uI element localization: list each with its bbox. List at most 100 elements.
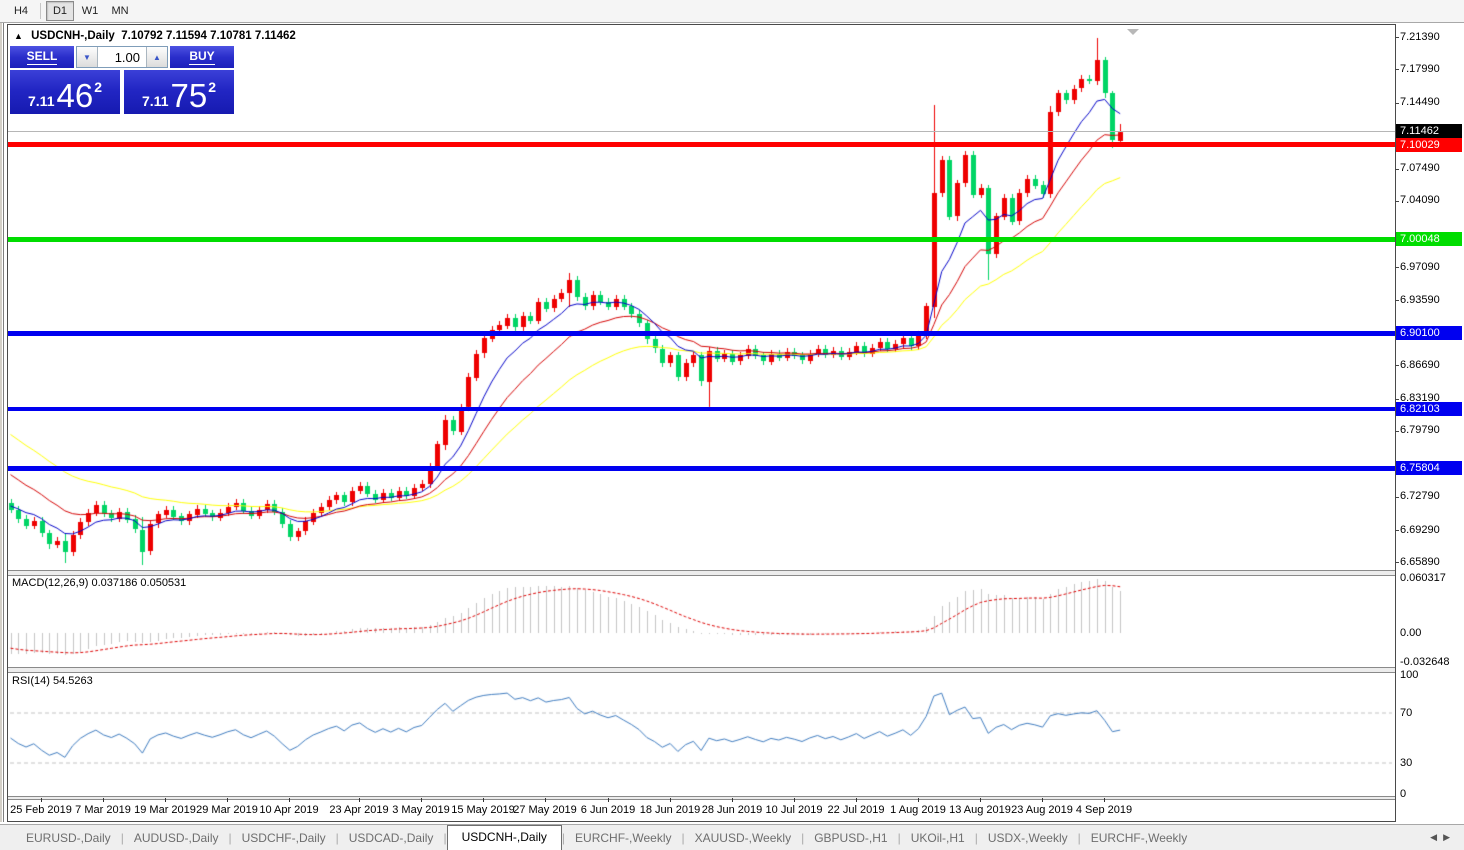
time-axis-tick-mark bbox=[732, 798, 733, 802]
date-label: 4 Sep 2019 bbox=[1075, 804, 1133, 816]
chart-ohlc-header: ▲ USDCNH-,Daily 7.10792 7.11594 7.10781 … bbox=[14, 30, 296, 42]
price-axis-tick-label: 6.93590 bbox=[1400, 294, 1440, 306]
tab-separator: | bbox=[561, 831, 566, 845]
tab-scroll-left-icon[interactable]: ◀ bbox=[1430, 832, 1444, 842]
date-label: 23 Apr 2019 bbox=[329, 804, 389, 816]
tab-eurchf-weekly[interactable]: EURCHF-,Weekly bbox=[1090, 831, 1188, 845]
tab-scroll-arrows[interactable]: ◀▶ bbox=[1430, 832, 1456, 843]
price-axis-tick-mark bbox=[1395, 300, 1399, 301]
rsi-axis-tick-label: 0 bbox=[1400, 788, 1407, 800]
time-axis-tick-mark bbox=[545, 798, 546, 802]
horizontal-level-line-7.10029[interactable] bbox=[8, 142, 1395, 147]
price-chart-canvas[interactable] bbox=[8, 28, 1395, 570]
tab-scroll-right-icon[interactable]: ▶ bbox=[1443, 832, 1456, 842]
collapse-triangle-icon[interactable]: ▲ bbox=[14, 31, 23, 41]
timeframe-h4[interactable]: H4 bbox=[13, 5, 29, 17]
time-axis-tick-mark bbox=[165, 798, 166, 802]
date-label: 6 Jun 2019 bbox=[580, 804, 636, 816]
current-price-line bbox=[8, 131, 1395, 132]
sell-button[interactable]: SELL bbox=[10, 46, 74, 68]
pane-splitter-macd[interactable] bbox=[8, 570, 1464, 576]
date-label: 10 Apr 2019 bbox=[259, 804, 319, 816]
rsi-indicator-canvas[interactable] bbox=[8, 672, 1395, 796]
date-label: 19 Mar 2019 bbox=[134, 804, 196, 816]
tab-eurusd-daily[interactable]: EURUSD-,Daily bbox=[26, 831, 111, 845]
tab-eurchf-weekly[interactable]: EURCHF-,Weekly bbox=[575, 831, 672, 845]
tab-ukoil-h1[interactable]: UKOil-,H1 bbox=[910, 831, 965, 845]
price-axis-tick-mark bbox=[1395, 37, 1399, 38]
price-axis-tick-label: 6.69290 bbox=[1400, 524, 1440, 536]
time-axis-tick-mark bbox=[41, 798, 42, 802]
timeframe-d1[interactable]: D1 bbox=[46, 1, 74, 21]
horizontal-level-line-7.00048[interactable] bbox=[8, 237, 1395, 242]
tab-separator: | bbox=[335, 831, 339, 845]
price-axis-tick-mark bbox=[1395, 267, 1399, 268]
price-axis-tick-label: 6.83190 bbox=[1400, 392, 1440, 404]
price-axis-tick-mark bbox=[1395, 69, 1399, 70]
date-label: 18 Jun 2019 bbox=[639, 804, 701, 816]
timeframe-mn[interactable]: MN bbox=[111, 5, 129, 17]
level-price-badge-7.00048: 7.00048 bbox=[1396, 232, 1462, 246]
date-label: 10 Jul 2019 bbox=[765, 804, 823, 816]
pane-splitter-rsi[interactable] bbox=[8, 667, 1464, 673]
volume-increase-icon[interactable]: ▲ bbox=[146, 47, 167, 67]
date-label: 27 May 2019 bbox=[513, 804, 577, 816]
tab-usdx-weekly[interactable]: USDX-,Weekly bbox=[987, 831, 1068, 845]
level-price-badge-6.75804: 6.75804 bbox=[1396, 461, 1462, 475]
macd-indicator-canvas[interactable] bbox=[8, 574, 1395, 667]
horizontal-level-line-6.90100[interactable] bbox=[8, 331, 1395, 336]
date-label: 1 Aug 2019 bbox=[890, 804, 946, 816]
price-axis-tick-label: 7.17990 bbox=[1400, 63, 1440, 75]
price-axis-tick-label: 7.04090 bbox=[1400, 194, 1440, 206]
volume-input[interactable]: 1.00 bbox=[114, 49, 140, 65]
tab-usdcnh-daily[interactable]: USDCNH-,Daily bbox=[446, 825, 562, 850]
one-click-trading-panel: SELL ▼ 1.00 ▲ BUY 7.11 46 2 7.11 75 2 bbox=[10, 46, 234, 114]
tab-audusd-daily[interactable]: AUDUSD-,Daily bbox=[133, 831, 219, 845]
rsi-axis-tick-label: 30 bbox=[1400, 757, 1413, 769]
date-label: 15 May 2019 bbox=[451, 804, 515, 816]
tab-gbpusd-h1[interactable]: GBPUSD-,H1 bbox=[814, 831, 888, 845]
buy-price-main: 75 bbox=[170, 77, 208, 114]
price-axis-tick-label: 6.65890 bbox=[1400, 556, 1440, 568]
sell-price-panel[interactable]: 7.11 46 2 bbox=[10, 70, 120, 114]
tab-xauusd-weekly[interactable]: XAUUSD-,Weekly bbox=[694, 831, 792, 845]
date-label: 13 Aug 2019 bbox=[949, 804, 1011, 816]
price-axis-tick-mark bbox=[1395, 399, 1399, 400]
level-price-badge-6.90100: 6.90100 bbox=[1396, 326, 1462, 340]
tab-separator: | bbox=[801, 831, 805, 845]
timeframe-w1[interactable]: W1 bbox=[81, 5, 99, 17]
toolbar-separator bbox=[40, 3, 41, 19]
price-axis-tick-label: 7.07490 bbox=[1400, 162, 1440, 174]
tab-usdcad-daily[interactable]: USDCAD-,Daily bbox=[348, 831, 434, 845]
date-label: 22 Jul 2019 bbox=[827, 804, 885, 816]
volume-spinner: ▼ 1.00 ▲ bbox=[76, 46, 168, 68]
buy-price-panel[interactable]: 7.11 75 2 bbox=[124, 70, 234, 114]
buy-button[interactable]: BUY bbox=[170, 46, 234, 68]
date-label: 7 Mar 2019 bbox=[75, 804, 131, 816]
chart-shift-marker[interactable] bbox=[1127, 29, 1139, 35]
date-label: 28 Jun 2019 bbox=[701, 804, 763, 816]
horizontal-level-line-6.82103[interactable] bbox=[8, 407, 1395, 411]
time-axis-tick-mark bbox=[1042, 798, 1043, 802]
horizontal-level-line-6.75804[interactable] bbox=[8, 466, 1395, 471]
price-axis-tick-label: 6.72790 bbox=[1400, 490, 1440, 502]
price-axis-tick-label: 7.14490 bbox=[1400, 96, 1440, 108]
macd-label: MACD(12,26,9) 0.037186 0.050531 bbox=[12, 577, 187, 589]
tab-usdchf-daily[interactable]: USDCHF-,Daily bbox=[241, 831, 326, 845]
time-axis-tick-mark bbox=[670, 798, 671, 802]
macd-axis-tick-label: 0.060317 bbox=[1400, 572, 1446, 584]
window-frame-line bbox=[3, 23, 4, 822]
price-axis[interactable] bbox=[1395, 24, 1464, 822]
symbol-period-label: USDCNH-,Daily bbox=[31, 30, 115, 42]
pane-splitter-bottom bbox=[8, 796, 1464, 800]
macd-axis-tick-label: 0.00 bbox=[1400, 627, 1422, 639]
current-price-badge: 7.11462 bbox=[1396, 124, 1462, 138]
volume-decrease-icon[interactable]: ▼ bbox=[77, 47, 98, 67]
time-axis-tick-mark bbox=[227, 798, 228, 802]
tab-separator: | bbox=[681, 831, 685, 845]
sell-price-pip: 2 bbox=[94, 79, 102, 95]
sell-price-main: 46 bbox=[56, 77, 94, 114]
tab-separator: | bbox=[897, 831, 901, 845]
buy-price-pip: 2 bbox=[208, 79, 216, 95]
